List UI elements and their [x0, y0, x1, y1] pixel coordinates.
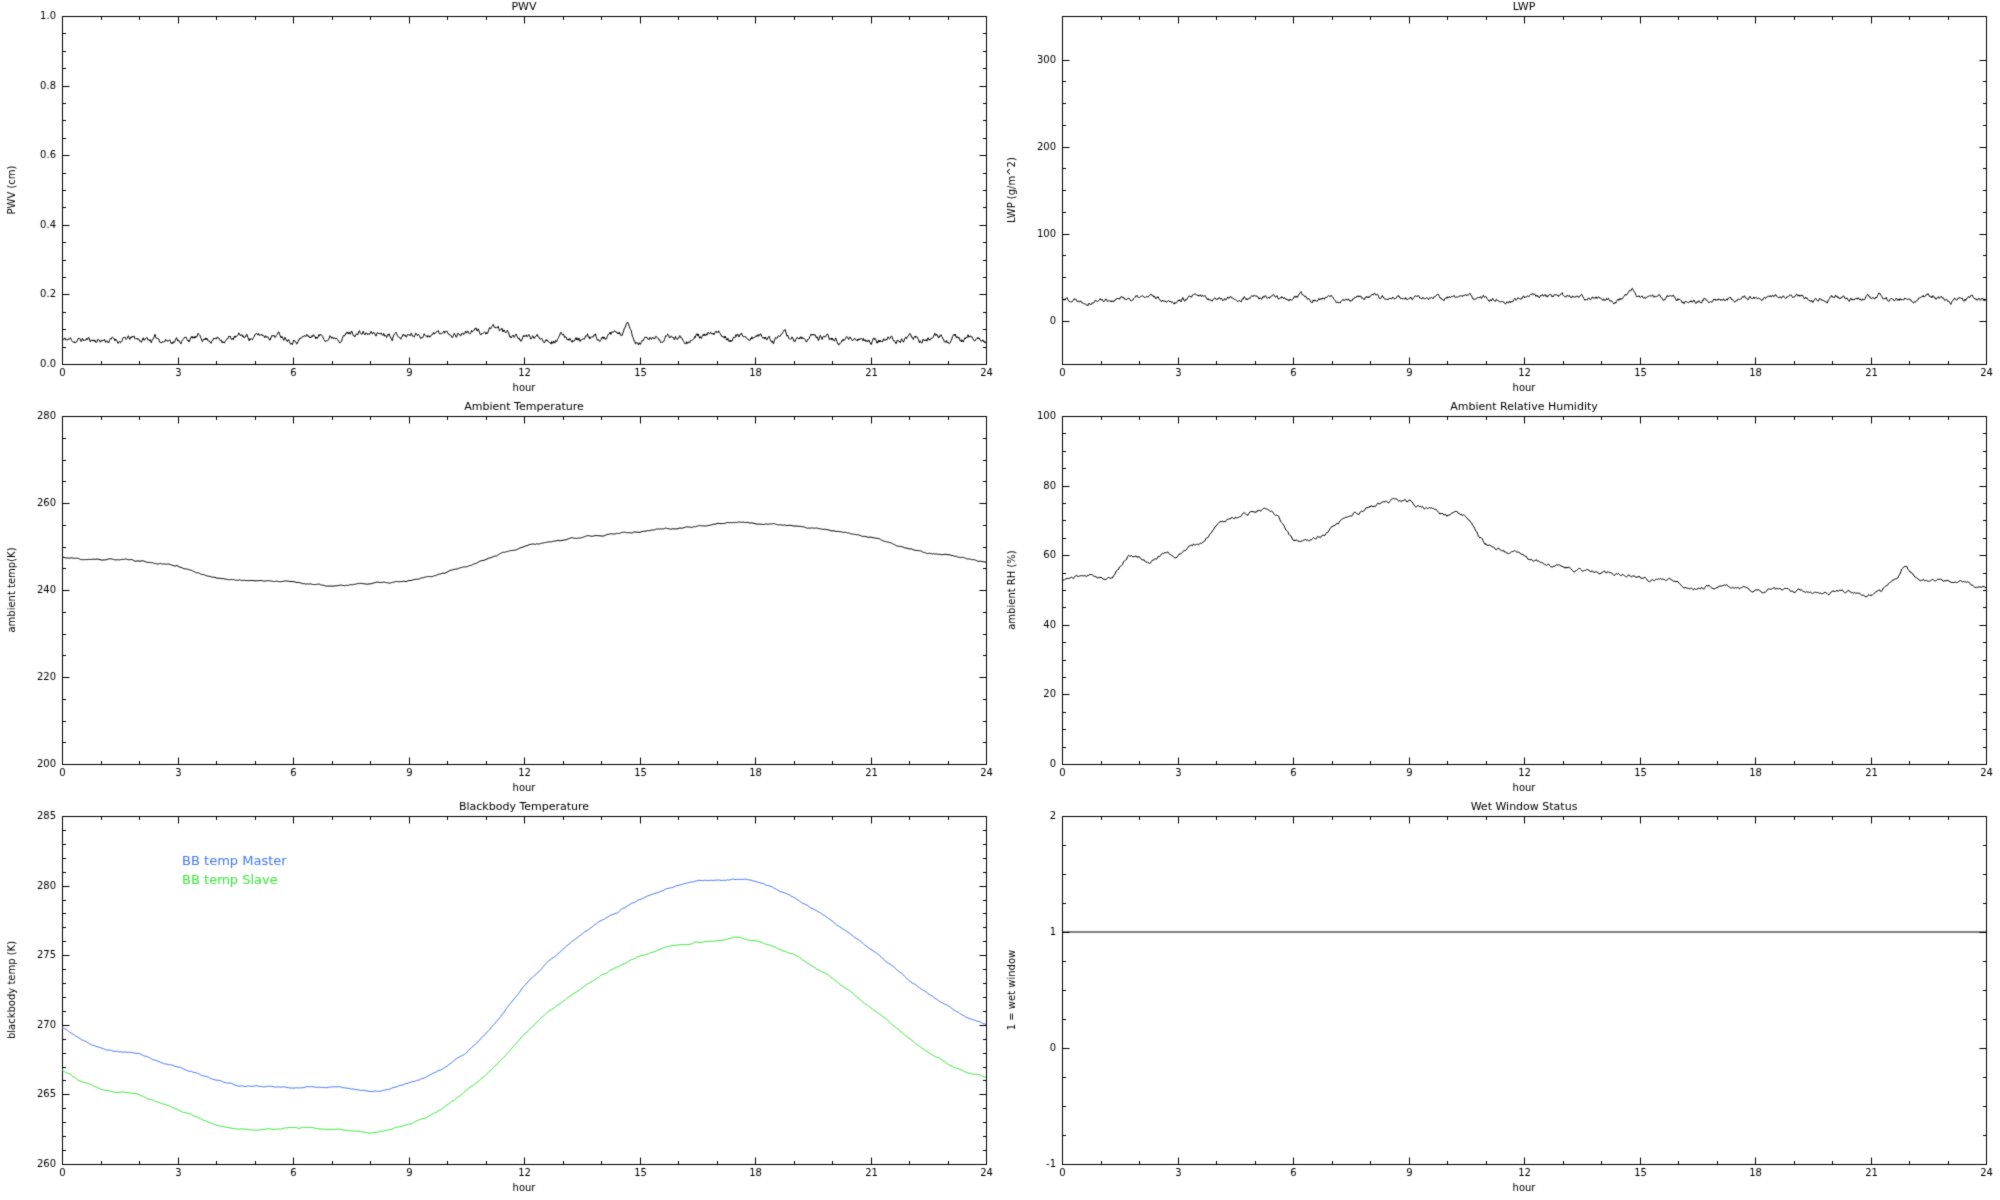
chart-pwv-canvas [0, 0, 1000, 400]
chart-ambient-temperature [0, 400, 1000, 800]
chart-ambient-temperature-canvas [0, 400, 1000, 800]
chart-blackbody-temperature [0, 800, 1000, 1200]
chart-ambient-relative-humidity [1000, 400, 2000, 800]
chart-ambient-relative-humidity-canvas [1000, 400, 2000, 800]
chart-wet-window-status [1000, 800, 2000, 1200]
chart-lwp [1000, 0, 2000, 400]
chart-pwv [0, 0, 1000, 400]
chart-blackbody-temperature-canvas [0, 800, 1000, 1200]
chart-lwp-canvas [1000, 0, 2000, 400]
chart-wet-window-status-canvas [1000, 800, 2000, 1200]
